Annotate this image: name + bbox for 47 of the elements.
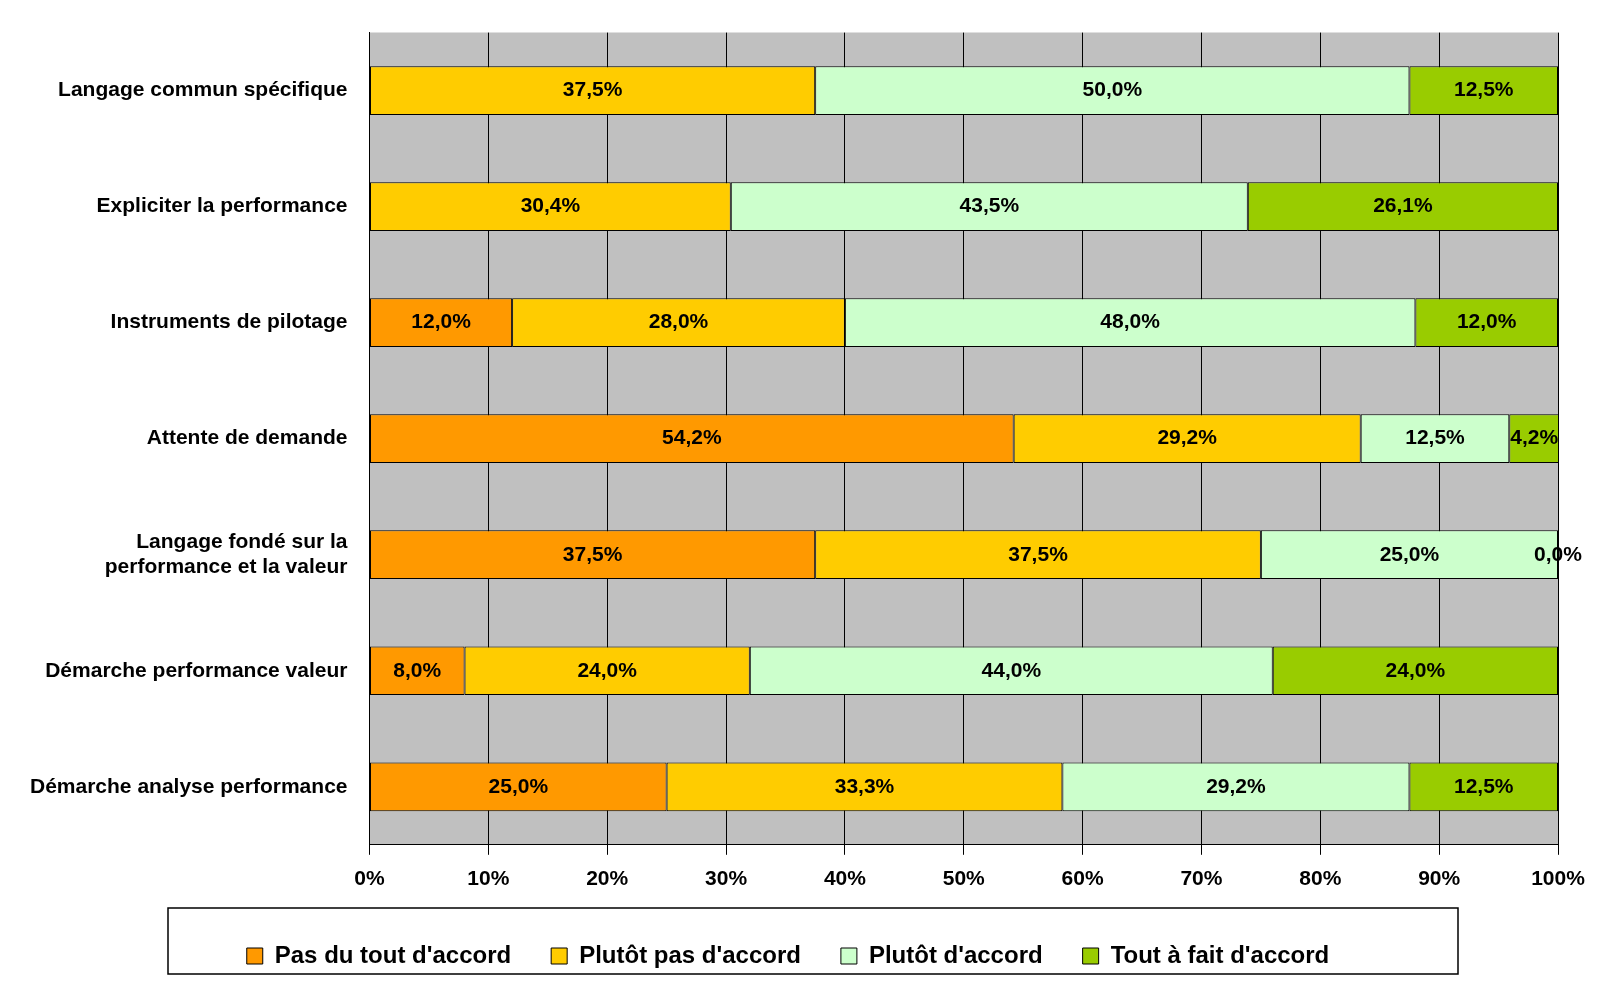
x-tick-label: 20% <box>586 866 629 890</box>
data-label: 29,2% <box>1157 425 1218 449</box>
data-label: 12,0% <box>1456 309 1517 333</box>
data-label: 8,0% <box>393 657 442 681</box>
x-tick-label: 90% <box>1418 866 1461 890</box>
x-tick-label: 80% <box>1299 866 1342 890</box>
y-tick-label: Démarche analyse performance <box>29 773 348 797</box>
data-label: 12,5% <box>1453 77 1514 101</box>
x-tick-label: 10% <box>467 866 510 890</box>
legend-label: Plutôt pas d'accord <box>579 940 801 968</box>
data-label: 37,5% <box>562 541 623 565</box>
data-label: 48,0% <box>1100 309 1161 333</box>
data-label: 26,1% <box>1373 193 1433 217</box>
data-label: 50,0% <box>1082 77 1143 101</box>
data-label: 24,0% <box>577 657 638 681</box>
data-label: 12,0% <box>411 309 472 333</box>
x-tick-label: 30% <box>705 866 748 890</box>
data-label: 28,0% <box>648 309 709 333</box>
data-label: 4,2% <box>1510 425 1559 449</box>
data-label: 25,0% <box>1379 541 1440 565</box>
data-label: 44,0% <box>981 657 1042 681</box>
x-tick-label: 70% <box>1180 866 1223 890</box>
y-tick-label: Démarche performance valeur <box>45 657 348 681</box>
x-tick-label: 40% <box>823 866 867 890</box>
y-tick-label: Attente de demande <box>146 425 348 449</box>
legend-label: Plutôt d'accord <box>868 940 1043 968</box>
x-tick-label: 50% <box>942 866 986 890</box>
data-label: 24,0% <box>1385 657 1446 681</box>
data-label: 37,5% <box>1008 541 1069 565</box>
data-label: 37,5% <box>562 77 623 101</box>
x-tick-label: 100% <box>1531 866 1586 890</box>
x-tick-label: 0% <box>354 866 385 890</box>
data-label: 33,3% <box>834 773 895 797</box>
y-tick-label: Expliciter la performance <box>96 193 348 217</box>
data-label: 29,2% <box>1206 773 1267 797</box>
y-tick-label: Langage fondé sur la performance et la valeur <box>104 528 348 578</box>
legend-label: Pas du tout d'accord <box>274 940 512 968</box>
data-label: 25,0% <box>488 773 549 797</box>
y-tick-label: Instruments de pilotage <box>110 309 348 333</box>
x-tick-label: 60% <box>1061 866 1104 890</box>
data-label: 12,5% <box>1405 425 1466 449</box>
data-label: 43,5% <box>959 193 1020 217</box>
data-label: 12,5% <box>1453 773 1514 797</box>
legend-label: Tout à fait d'accord <box>1110 940 1330 968</box>
data-label: 30,4% <box>520 193 581 217</box>
y-tick-label: Langage commun spécifique <box>58 77 348 101</box>
data-label: 54,2% <box>662 425 722 449</box>
